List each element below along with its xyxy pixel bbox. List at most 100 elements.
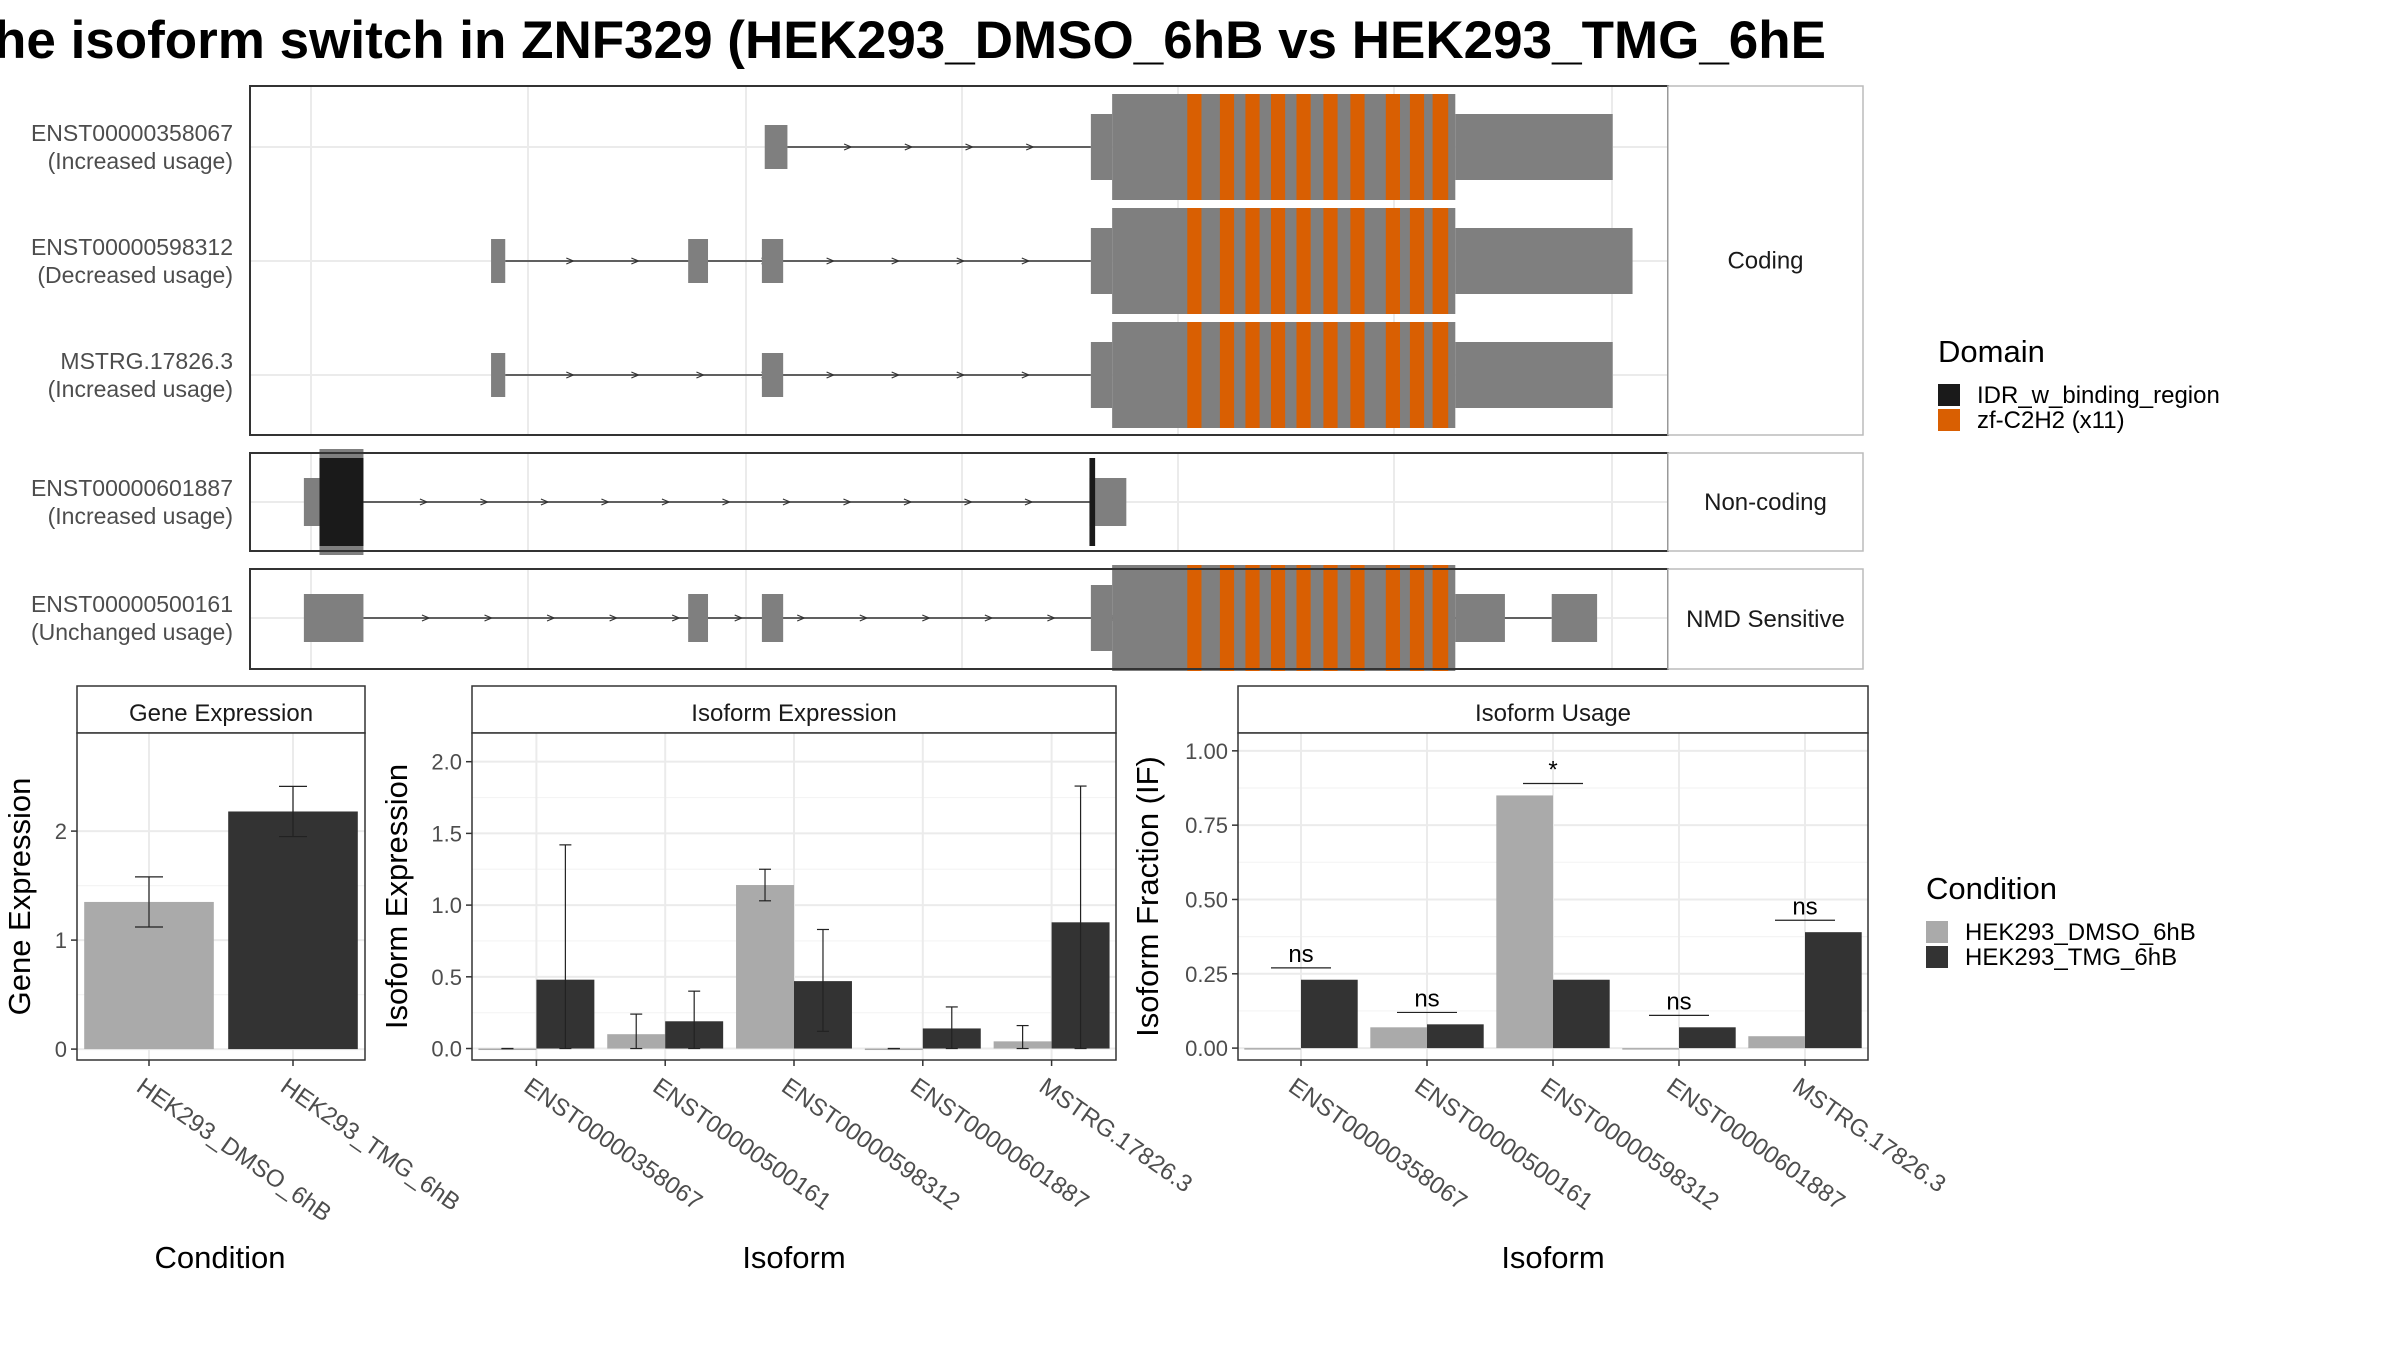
legend-title: Condition bbox=[1926, 871, 2057, 906]
legend-title: Domain bbox=[1938, 334, 2045, 369]
y-axis-label: Isoform Fraction (IF) bbox=[1130, 756, 1165, 1037]
domain-band bbox=[1432, 322, 1449, 428]
bar bbox=[736, 885, 794, 1049]
exon bbox=[1090, 228, 1113, 294]
domain-band bbox=[1350, 208, 1365, 314]
domain-band bbox=[1089, 458, 1096, 546]
x-axis-label: Isoform bbox=[1501, 1240, 1604, 1275]
domain-band bbox=[1270, 565, 1286, 671]
facet-strip-label: Non-coding bbox=[1704, 489, 1827, 516]
intron-arrow bbox=[734, 614, 744, 622]
exon bbox=[688, 594, 709, 642]
y-tick-label: 0 bbox=[55, 1037, 67, 1062]
bar bbox=[1553, 979, 1610, 1049]
intron-arrow bbox=[566, 257, 575, 265]
domain-band bbox=[1296, 322, 1311, 428]
intron-arrow bbox=[661, 498, 671, 506]
bar bbox=[1748, 1036, 1805, 1049]
x-axis-label: Condition bbox=[155, 1240, 286, 1275]
facet-strip bbox=[1667, 85, 1864, 436]
transcript-usage-label: (Increased usage) bbox=[48, 148, 233, 174]
y-tick-label: 0.5 bbox=[431, 965, 462, 990]
bar bbox=[1805, 932, 1862, 1049]
significance-label: ns bbox=[1288, 941, 1313, 968]
legend-label: zf-C2H2 (x11) bbox=[1977, 407, 2125, 434]
significance-label: ns bbox=[1414, 985, 1439, 1012]
domain-band bbox=[1350, 565, 1365, 671]
x-axis-label: Isoform bbox=[742, 1240, 845, 1275]
domain-band bbox=[1296, 94, 1311, 200]
y-tick-label: 0.75 bbox=[1185, 813, 1228, 838]
intron-arrow bbox=[826, 257, 836, 265]
y-tick-label: 2 bbox=[55, 819, 67, 844]
facet-strip bbox=[76, 685, 366, 734]
legend-label: HEK293_DMSO_6hB bbox=[1965, 919, 2196, 946]
y-tick-label: 1.0 bbox=[431, 893, 462, 918]
transcript-usage-label: (Increased usage) bbox=[48, 376, 233, 402]
bar bbox=[1370, 1027, 1427, 1049]
domain-band bbox=[1187, 94, 1202, 200]
intron-arrow bbox=[722, 498, 731, 506]
domain-band bbox=[1323, 565, 1338, 671]
domain-band bbox=[1296, 208, 1311, 314]
exon bbox=[1455, 228, 1633, 294]
y-tick-label: 2.0 bbox=[431, 750, 462, 775]
intron-arrow bbox=[609, 614, 619, 622]
bar bbox=[228, 811, 358, 1050]
legend-label: IDR_w_binding_region bbox=[1977, 382, 2220, 409]
exon bbox=[1089, 478, 1127, 526]
exon bbox=[1090, 585, 1113, 651]
domain-band bbox=[1409, 94, 1425, 200]
exon bbox=[303, 478, 320, 526]
intron-arrow bbox=[922, 614, 931, 622]
domain-band bbox=[1350, 94, 1365, 200]
transcript-id-label: ENST00000598312 bbox=[31, 234, 233, 260]
intron-arrow bbox=[904, 143, 914, 151]
domain-band bbox=[1219, 208, 1235, 314]
transcript-usage-label: (Decreased usage) bbox=[37, 262, 233, 288]
y-axis-label: Gene Expression bbox=[2, 778, 37, 1016]
legend-swatch bbox=[1938, 409, 1960, 431]
intron-arrow bbox=[631, 257, 640, 265]
y-tick-label: 0.50 bbox=[1185, 887, 1228, 912]
exon bbox=[491, 239, 506, 283]
bar bbox=[1244, 1048, 1301, 1050]
y-tick-label: 0.25 bbox=[1185, 962, 1228, 987]
domain-band bbox=[1350, 322, 1365, 428]
domain-band bbox=[1409, 208, 1425, 314]
bar bbox=[1496, 795, 1553, 1049]
legend-swatch bbox=[1938, 384, 1960, 406]
domain-band bbox=[1432, 94, 1449, 200]
intron-arrow bbox=[843, 498, 852, 506]
intron-arrow bbox=[964, 498, 973, 506]
bar-charts: Gene Expression012HEK293_DMSO_6hBHEK293_… bbox=[2, 685, 1951, 1275]
exon bbox=[1455, 594, 1505, 642]
intron-arrow bbox=[796, 614, 806, 622]
intron-arrow bbox=[480, 498, 489, 506]
exon bbox=[764, 125, 788, 169]
intron-arrow bbox=[891, 371, 901, 379]
transcript-structure-panel: ENST00000358067(Increased usage)ENST0000… bbox=[31, 85, 1864, 671]
intron-arrow bbox=[1021, 257, 1031, 265]
exon bbox=[1455, 342, 1613, 408]
domain-band bbox=[1296, 565, 1311, 671]
figure-title: he isoform switch in ZNF329 (HEK293_DMSO… bbox=[0, 11, 1826, 70]
domain-band bbox=[319, 458, 364, 546]
domain-band bbox=[1323, 322, 1338, 428]
bar bbox=[1622, 1048, 1679, 1050]
bar bbox=[478, 1048, 537, 1051]
transcript-id-label: MSTRG.17826.3 bbox=[60, 348, 233, 374]
y-tick-label: 0.0 bbox=[431, 1037, 462, 1062]
domain-band bbox=[1323, 94, 1338, 200]
exon bbox=[491, 353, 506, 397]
domain-band bbox=[1270, 322, 1286, 428]
facet-strip bbox=[1667, 568, 1864, 670]
intron-arrow bbox=[826, 371, 836, 379]
domain-band bbox=[1432, 565, 1449, 671]
significance-label: ns bbox=[1666, 988, 1691, 1015]
legend-swatch bbox=[1926, 946, 1948, 968]
domain-band bbox=[1245, 565, 1260, 671]
intron-arrow bbox=[671, 614, 681, 622]
legend-swatch bbox=[1926, 921, 1948, 943]
intron-arrow bbox=[421, 614, 431, 622]
